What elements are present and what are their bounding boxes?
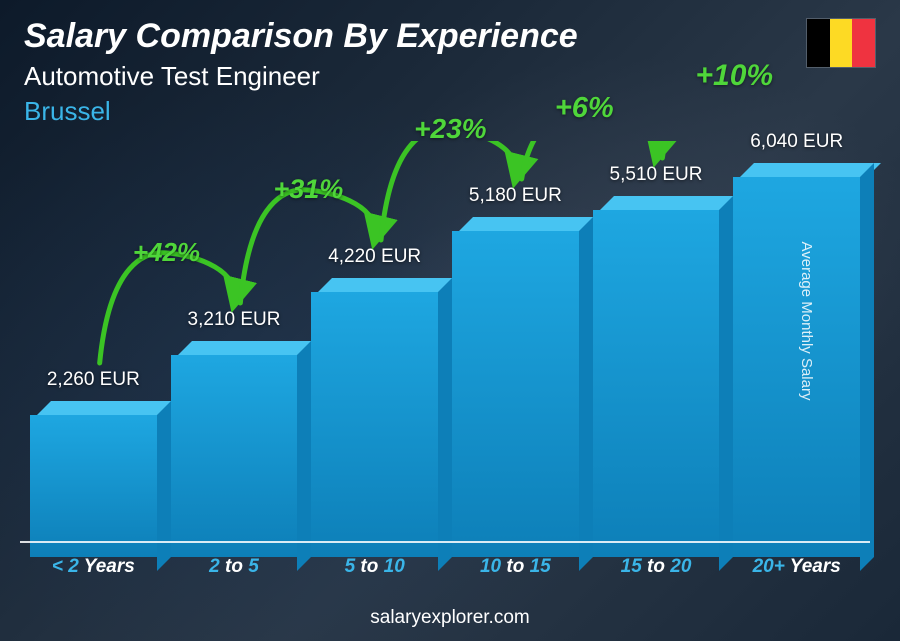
chart-baseline bbox=[20, 541, 870, 543]
bar bbox=[733, 163, 860, 543]
increase-label: +10% bbox=[696, 59, 774, 93]
bar-x-label: 10 to 15 bbox=[480, 556, 551, 578]
bar bbox=[593, 196, 720, 543]
bar-x-label: 5 to 10 bbox=[345, 556, 405, 578]
bar-x-label: 20+ Years bbox=[753, 556, 841, 578]
bar-value-label: 5,180 EUR bbox=[469, 185, 562, 207]
salary-chart: 2,260 EUR< 2 Years3,210 EUR2 to 54,220 E… bbox=[30, 141, 860, 581]
bar-x-label: 2 to 5 bbox=[209, 556, 259, 578]
bar-group: 5,510 EUR15 to 20 bbox=[593, 164, 720, 543]
bar bbox=[452, 217, 579, 543]
bar-value-label: 4,220 EUR bbox=[328, 246, 421, 268]
bar-value-label: 6,040 EUR bbox=[750, 131, 843, 153]
bar-group: 6,040 EUR20+ Years bbox=[733, 131, 860, 543]
bar bbox=[311, 278, 438, 543]
bar-x-label: 15 to 20 bbox=[621, 556, 692, 578]
bar-group: 3,210 EUR2 to 5 bbox=[171, 309, 298, 543]
footer-source: salaryexplorer.com bbox=[0, 607, 900, 629]
flag-stripe bbox=[830, 19, 853, 67]
flag-stripe bbox=[807, 19, 830, 67]
bar-value-label: 2,260 EUR bbox=[47, 369, 140, 391]
bar-x-label: < 2 Years bbox=[52, 556, 135, 578]
increase-label: +31% bbox=[274, 174, 344, 205]
flag-stripe bbox=[852, 19, 875, 67]
bar-group: 5,180 EUR10 to 15 bbox=[452, 185, 579, 543]
increase-label: +42% bbox=[133, 237, 200, 268]
bar-group: 4,220 EUR5 to 10 bbox=[311, 246, 438, 543]
bar bbox=[171, 341, 298, 543]
bar-value-label: 3,210 EUR bbox=[188, 309, 281, 331]
chart-bars: 2,260 EUR< 2 Years3,210 EUR2 to 54,220 E… bbox=[30, 143, 860, 543]
bar bbox=[30, 401, 157, 543]
belgium-flag-icon bbox=[806, 18, 876, 68]
bar-value-label: 5,510 EUR bbox=[610, 164, 703, 186]
bar-group: 2,260 EUR< 2 Years bbox=[30, 369, 157, 543]
increase-label: +6% bbox=[555, 92, 614, 125]
y-axis-label: Average Monthly Salary bbox=[798, 241, 815, 400]
increase-label: +23% bbox=[414, 113, 486, 145]
page-title: Salary Comparison By Experience bbox=[24, 18, 876, 55]
